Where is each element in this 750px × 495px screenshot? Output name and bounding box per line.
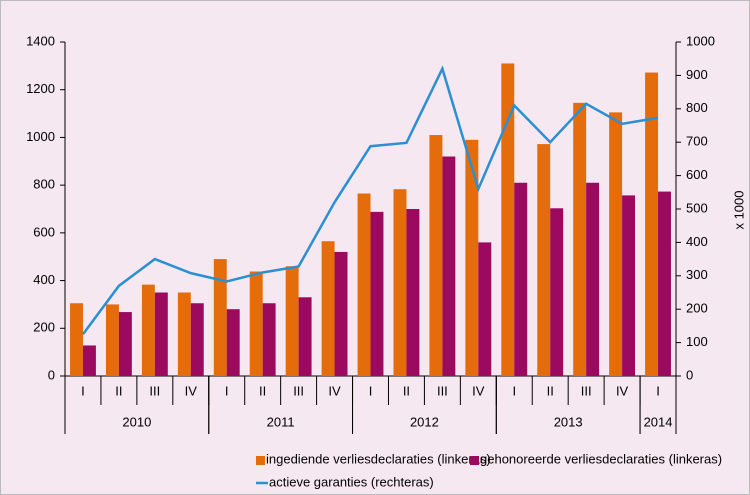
x-tick-label: III bbox=[149, 383, 160, 398]
x-tick-label: II bbox=[115, 383, 122, 398]
y2-tick-label: 700 bbox=[686, 134, 708, 149]
bar bbox=[514, 182, 528, 376]
y-tick-label: 0 bbox=[48, 367, 55, 382]
bar bbox=[249, 271, 263, 376]
y2-tick-label: 400 bbox=[686, 234, 708, 249]
bar bbox=[573, 102, 587, 376]
x-tick-label: III bbox=[437, 383, 448, 398]
y-tick-label: 1000 bbox=[26, 129, 55, 144]
x-tick-label: III bbox=[293, 383, 304, 398]
bar bbox=[658, 191, 671, 376]
bar bbox=[609, 112, 623, 376]
bar bbox=[622, 195, 636, 376]
x-group-label: 2011 bbox=[267, 414, 295, 429]
y-tick-label: 600 bbox=[33, 224, 55, 239]
x-tick-label: I bbox=[81, 383, 85, 398]
x-group-label: 2010 bbox=[122, 414, 151, 429]
bar bbox=[478, 242, 492, 376]
x-tick-label: IV bbox=[616, 383, 629, 398]
y-tick-label: 1400 bbox=[26, 33, 55, 48]
bar bbox=[550, 208, 564, 376]
bar bbox=[141, 284, 155, 376]
bar bbox=[357, 193, 371, 376]
bar bbox=[645, 72, 659, 376]
bar bbox=[70, 303, 83, 376]
bar bbox=[442, 156, 456, 376]
line bbox=[81, 65, 659, 335]
x-group-label: 2014 bbox=[644, 414, 673, 429]
bar bbox=[370, 211, 384, 376]
bar bbox=[465, 139, 479, 376]
y2-tick-label: 0 bbox=[686, 367, 693, 382]
legend-label: actieve garanties (rechteras) bbox=[269, 474, 434, 489]
x-tick-label: III bbox=[581, 383, 592, 398]
bar bbox=[213, 259, 227, 376]
y2-tick-label: 500 bbox=[686, 200, 708, 215]
y-tick-label: 800 bbox=[33, 177, 55, 192]
bar bbox=[406, 209, 420, 376]
legend-label: gehonoreerde verliesdeclaraties (linkera… bbox=[480, 451, 722, 466]
x-tick-label: IV bbox=[185, 383, 198, 398]
x-tick-label: II bbox=[547, 383, 554, 398]
y2-tick-label: 200 bbox=[686, 301, 708, 316]
bar bbox=[321, 241, 335, 376]
y-tick-label: 1200 bbox=[26, 81, 55, 96]
bar bbox=[501, 63, 515, 376]
bar bbox=[334, 251, 348, 376]
y2-tick-label: 100 bbox=[686, 334, 708, 349]
bar bbox=[298, 297, 312, 376]
bar bbox=[154, 292, 168, 376]
bar bbox=[429, 135, 443, 376]
y2-tick-label: 600 bbox=[686, 167, 708, 182]
x-tick-label: IV bbox=[472, 383, 485, 398]
bar bbox=[82, 345, 96, 376]
legend-swatch bbox=[470, 456, 479, 465]
x-tick-label: I bbox=[225, 383, 229, 398]
x-tick-label: I bbox=[369, 383, 373, 398]
y2-tick-label: 1000 bbox=[686, 33, 715, 48]
bar bbox=[285, 266, 299, 376]
bar bbox=[586, 182, 600, 376]
bar bbox=[393, 189, 407, 376]
legend-label: ingediende verliesdeclaraties (linkeras) bbox=[266, 451, 491, 466]
bar bbox=[105, 304, 119, 376]
x-tick-label: II bbox=[403, 383, 410, 398]
x-tick-label: I bbox=[512, 383, 516, 398]
x-tick-label: I bbox=[656, 383, 660, 398]
bar bbox=[190, 303, 204, 376]
bar bbox=[262, 303, 276, 376]
y-tick-label: 200 bbox=[33, 320, 55, 335]
y2-axis-label: x 1000 bbox=[731, 190, 746, 229]
y-tick-label: 400 bbox=[33, 272, 55, 287]
bar bbox=[226, 309, 240, 376]
y2-tick-label: 900 bbox=[686, 67, 708, 82]
bar bbox=[537, 144, 551, 376]
x-group-label: 2013 bbox=[554, 414, 583, 429]
x-tick-label: IV bbox=[328, 383, 341, 398]
x-group-label: 2012 bbox=[410, 414, 439, 429]
y2-tick-label: 800 bbox=[686, 100, 708, 115]
bar bbox=[177, 292, 191, 376]
bar bbox=[118, 312, 132, 376]
x-tick-label: II bbox=[259, 383, 266, 398]
legend-swatch bbox=[256, 456, 265, 465]
y2-tick-label: 300 bbox=[686, 267, 708, 282]
